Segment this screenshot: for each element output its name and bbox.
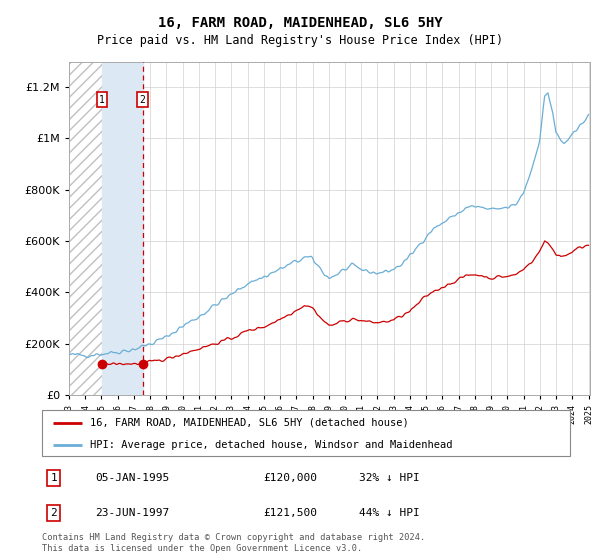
Text: 16, FARM ROAD, MAIDENHEAD, SL6 5HY: 16, FARM ROAD, MAIDENHEAD, SL6 5HY	[158, 16, 442, 30]
Text: HPI: Average price, detached house, Windsor and Maidenhead: HPI: Average price, detached house, Wind…	[89, 440, 452, 450]
Text: £121,500: £121,500	[264, 508, 318, 517]
Text: 05-JAN-1995: 05-JAN-1995	[95, 473, 169, 483]
Bar	[69, 62, 102, 395]
Text: 44% ↓ HPI: 44% ↓ HPI	[359, 508, 419, 517]
Text: £120,000: £120,000	[264, 473, 318, 483]
FancyBboxPatch shape	[42, 410, 570, 456]
Text: Contains HM Land Registry data © Crown copyright and database right 2024.
This d: Contains HM Land Registry data © Crown c…	[42, 533, 425, 553]
Text: 23-JUN-1997: 23-JUN-1997	[95, 508, 169, 517]
Text: Price paid vs. HM Land Registry's House Price Index (HPI): Price paid vs. HM Land Registry's House …	[97, 34, 503, 46]
Text: 2: 2	[50, 508, 57, 517]
Text: 1: 1	[50, 473, 57, 483]
Bar	[69, 62, 102, 395]
Text: 1: 1	[99, 95, 105, 105]
Text: 32% ↓ HPI: 32% ↓ HPI	[359, 473, 419, 483]
Bar	[102, 62, 143, 395]
Text: 2: 2	[140, 95, 146, 105]
Text: 16, FARM ROAD, MAIDENHEAD, SL6 5HY (detached house): 16, FARM ROAD, MAIDENHEAD, SL6 5HY (deta…	[89, 418, 408, 428]
